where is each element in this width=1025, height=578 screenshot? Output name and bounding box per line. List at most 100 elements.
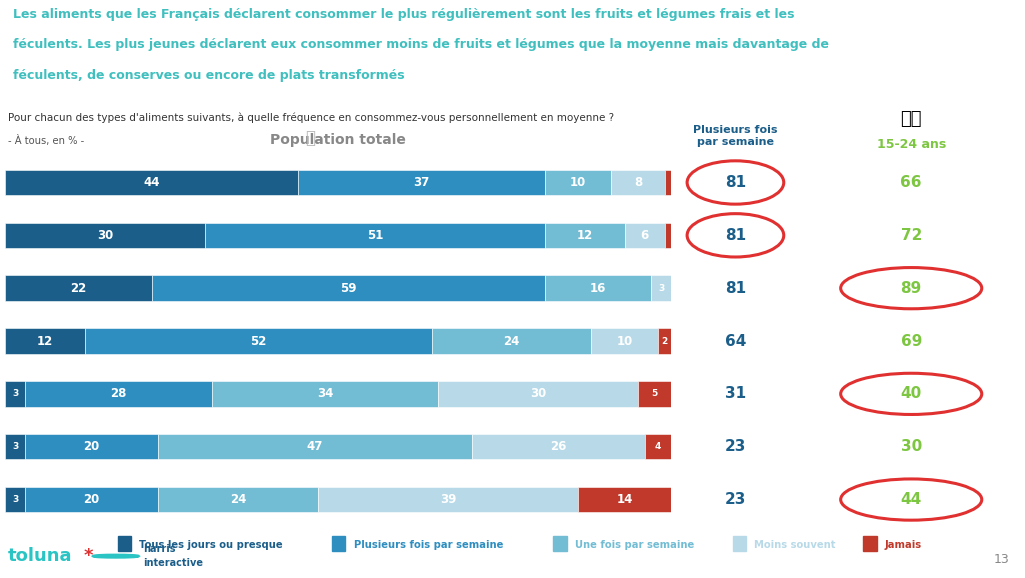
Text: 30: 30 bbox=[530, 387, 546, 401]
Text: toluna: toluna bbox=[8, 547, 73, 565]
Text: 40: 40 bbox=[901, 386, 921, 401]
Text: 🗺: 🗺 bbox=[304, 129, 315, 147]
Bar bbox=[645, 434, 671, 460]
Text: féculents. Les plus jeunes déclarent eux consommer moins de fruits et légumes qu: féculents. Les plus jeunes déclarent eux… bbox=[13, 38, 829, 51]
Text: Pour chacun des types d'aliments suivants, à quelle fréquence en consommez-vous : Pour chacun des types d'aliments suivant… bbox=[8, 112, 614, 123]
Bar bbox=[658, 328, 671, 354]
Text: Les aliments que les Français déclarent consommer le plus régulièrement sont les: Les aliments que les Français déclarent … bbox=[13, 8, 794, 21]
Bar bbox=[554, 536, 567, 551]
Text: 81: 81 bbox=[725, 281, 746, 296]
Bar bbox=[625, 223, 665, 248]
Text: interactive: interactive bbox=[144, 558, 204, 568]
Text: *: * bbox=[84, 547, 93, 565]
Text: 5: 5 bbox=[652, 390, 658, 398]
Bar bbox=[578, 487, 671, 512]
Bar bbox=[545, 276, 652, 301]
Text: 10: 10 bbox=[617, 335, 632, 347]
Bar bbox=[733, 536, 746, 551]
Text: Plusieurs fois par semaine: Plusieurs fois par semaine bbox=[354, 540, 503, 550]
Bar bbox=[5, 487, 25, 512]
Text: 28: 28 bbox=[111, 387, 126, 401]
Text: 44: 44 bbox=[901, 492, 921, 507]
Text: 20: 20 bbox=[84, 493, 99, 506]
Text: 69: 69 bbox=[901, 334, 921, 349]
Bar bbox=[439, 381, 639, 406]
Bar bbox=[665, 223, 671, 248]
Text: 10: 10 bbox=[570, 176, 586, 189]
Text: 44: 44 bbox=[144, 176, 160, 189]
Text: féculents, de conserves ou encore de plats transformés: féculents, de conserves ou encore de pla… bbox=[13, 69, 405, 81]
Bar bbox=[5, 170, 298, 195]
Bar bbox=[5, 381, 25, 406]
Bar bbox=[25, 487, 158, 512]
Text: 39: 39 bbox=[440, 493, 456, 506]
Text: 23: 23 bbox=[725, 492, 746, 507]
Text: 51: 51 bbox=[367, 229, 383, 242]
Text: 2: 2 bbox=[661, 336, 668, 346]
Text: harris: harris bbox=[144, 544, 176, 554]
Bar bbox=[298, 170, 545, 195]
Text: 24: 24 bbox=[231, 493, 246, 506]
Bar bbox=[863, 536, 876, 551]
Text: 66: 66 bbox=[901, 175, 921, 190]
Bar bbox=[545, 170, 611, 195]
Text: 59: 59 bbox=[340, 281, 357, 295]
Bar bbox=[212, 381, 439, 406]
Bar bbox=[432, 328, 591, 354]
Text: 26: 26 bbox=[550, 440, 566, 453]
Bar bbox=[25, 434, 158, 460]
Text: 3: 3 bbox=[658, 284, 664, 292]
Bar bbox=[5, 434, 25, 460]
Text: Une fois par semaine: Une fois par semaine bbox=[575, 540, 694, 550]
Text: 30: 30 bbox=[901, 439, 921, 454]
Bar bbox=[158, 434, 472, 460]
Text: 31: 31 bbox=[725, 386, 746, 401]
Bar bbox=[638, 381, 671, 406]
Text: 64: 64 bbox=[725, 334, 746, 349]
Bar bbox=[5, 276, 152, 301]
Bar bbox=[25, 381, 212, 406]
Bar bbox=[545, 223, 625, 248]
Bar bbox=[158, 487, 319, 512]
Text: 47: 47 bbox=[306, 440, 323, 453]
Text: 34: 34 bbox=[317, 387, 333, 401]
Text: 3: 3 bbox=[12, 495, 18, 504]
Bar bbox=[5, 328, 85, 354]
Text: 72: 72 bbox=[901, 228, 921, 243]
Text: 81: 81 bbox=[725, 228, 746, 243]
Text: 3: 3 bbox=[12, 442, 18, 451]
Bar bbox=[118, 536, 131, 551]
Text: 89: 89 bbox=[901, 281, 921, 296]
Text: 8: 8 bbox=[633, 176, 643, 189]
Bar bbox=[205, 223, 545, 248]
Text: 12: 12 bbox=[577, 229, 592, 242]
Text: Jamais: Jamais bbox=[885, 540, 921, 550]
Text: 30: 30 bbox=[97, 229, 113, 242]
Text: 🧒👧: 🧒👧 bbox=[901, 110, 921, 128]
Text: 81: 81 bbox=[725, 175, 746, 190]
Text: 37: 37 bbox=[413, 176, 429, 189]
Text: - À tous, en % -: - À tous, en % - bbox=[8, 135, 84, 146]
Text: 52: 52 bbox=[250, 335, 266, 347]
Bar bbox=[591, 328, 658, 354]
Text: 14: 14 bbox=[617, 493, 632, 506]
Text: 16: 16 bbox=[590, 281, 606, 295]
Bar bbox=[332, 536, 345, 551]
Text: Population totale: Population totale bbox=[271, 133, 406, 147]
Text: Moins souvent: Moins souvent bbox=[754, 540, 835, 550]
Text: 13: 13 bbox=[994, 553, 1010, 566]
Text: 6: 6 bbox=[641, 229, 649, 242]
Bar bbox=[472, 434, 645, 460]
Bar bbox=[152, 276, 545, 301]
Text: Tous les jours ou presque: Tous les jours ou presque bbox=[139, 540, 283, 550]
Text: 24: 24 bbox=[503, 335, 520, 347]
Bar bbox=[652, 276, 671, 301]
Text: 20: 20 bbox=[84, 440, 99, 453]
Bar bbox=[665, 170, 671, 195]
Text: 12: 12 bbox=[37, 335, 53, 347]
Text: 15-24 ans: 15-24 ans bbox=[876, 138, 946, 150]
Text: Plusieurs fois
par semaine: Plusieurs fois par semaine bbox=[693, 125, 778, 147]
Text: 4: 4 bbox=[655, 442, 661, 451]
Bar bbox=[611, 170, 664, 195]
Text: 23: 23 bbox=[725, 439, 746, 454]
